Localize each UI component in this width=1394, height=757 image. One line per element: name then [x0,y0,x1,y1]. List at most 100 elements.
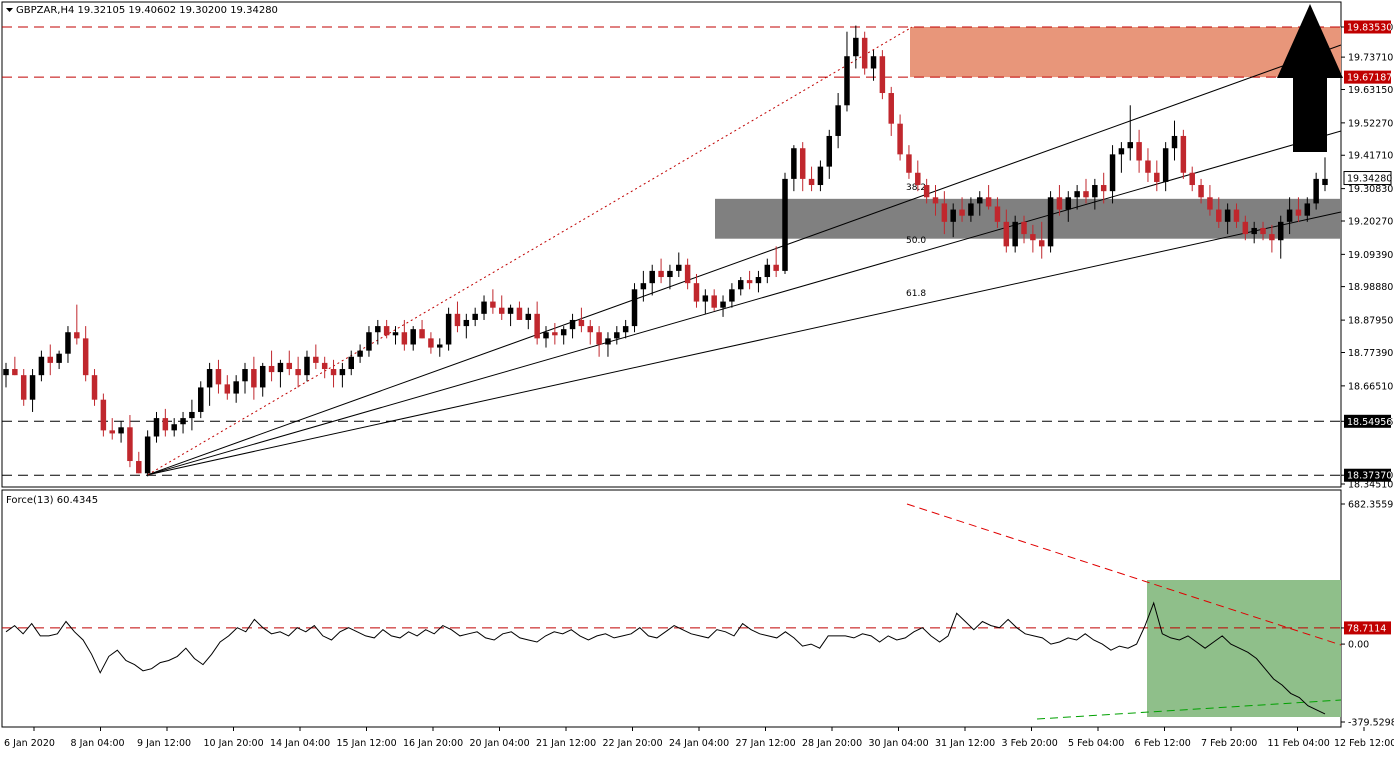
price-axis-label: 19.63150 [1348,85,1393,96]
candle-body [986,197,991,206]
candle-body [393,332,398,335]
candle-body [207,369,212,387]
candle-body [1269,234,1274,240]
candle-body [56,354,61,363]
candle-body [402,332,407,344]
candle-body [313,357,318,363]
candle-body [1251,228,1256,234]
candle-body [623,326,628,332]
candle-body [1074,191,1079,197]
candle-body [1163,148,1168,182]
candle-body [242,369,247,381]
price-axis-label: 18.98880 [1348,282,1393,293]
candle-body [933,197,938,203]
candle-body [225,384,230,393]
candle-body [83,338,88,375]
candle-body [995,206,1000,221]
candle-body [667,271,672,277]
candle-body [676,265,681,271]
candle-body [1030,234,1035,240]
price-axis-label: 19.09390 [1348,250,1393,261]
candle-body [818,167,823,185]
price-chart-title: GBPZAR,H4 19.32105 19.40602 19.30200 19.… [16,5,278,16]
time-axis-label: 30 Jan 04:00 [869,738,929,749]
candle-body [658,271,663,277]
candle-body [738,280,743,289]
time-axis-label: 11 Feb 04:00 [1268,738,1330,749]
candle-body [295,369,300,375]
candle-body [1048,197,1053,246]
candle-body [3,369,8,375]
candle-body [39,357,44,375]
candle-body [101,400,106,431]
candle-body [773,265,778,271]
candle-body [12,369,17,375]
candle-body [1207,197,1212,209]
candle-body [428,338,433,347]
time-axis-label: 8 Jan 04:00 [71,738,125,749]
candle-body [251,369,256,387]
candle-body [703,295,708,301]
candle-body [472,314,477,320]
time-axis-label: 12 Feb 12:00 [1334,738,1394,749]
time-axis-label: 31 Jan 12:00 [935,738,995,749]
candle-body [118,427,123,433]
candle-body [588,326,593,332]
candle-body [163,418,168,430]
price-axis-label: 18.77390 [1348,348,1393,359]
candle-body [1313,179,1318,204]
force-level-tag-label: 78.7114 [1347,623,1386,634]
candle-body [543,332,548,338]
time-axis-label: 24 Jan 04:00 [669,738,729,749]
force-highlight-zone [1147,580,1341,717]
candle-body [437,344,442,347]
candle-body [1260,228,1265,234]
candle-body [605,338,610,344]
time-axis-label: 21 Jan 12:00 [536,738,596,749]
candle-body [1305,203,1310,215]
candle-body [464,320,469,326]
candle-body [481,302,486,314]
candle-body [136,461,141,473]
candle-body [1278,222,1283,240]
candle-body [1189,173,1194,185]
candle-body [446,314,451,345]
candle-body [534,314,539,339]
candle-body [1234,210,1239,222]
time-axis-label: 27 Jan 12:00 [736,738,796,749]
candle-body [287,363,292,369]
candle-body [490,302,495,308]
candle-body [322,363,327,369]
candle-body [455,314,460,326]
candle-body [109,430,114,433]
time-axis-label: 15 Jan 12:00 [337,738,397,749]
force-panel-frame [2,490,1341,727]
candle-body [508,308,513,314]
candle-body [1198,185,1203,197]
candle-body [827,136,832,167]
candle-body [499,308,504,314]
candle-body [331,369,336,375]
time-axis-label: 5 Feb 04:00 [1068,738,1124,749]
force-indicator-panel: Force(13) 60.4345682.355978.71140.00-379… [2,490,1394,729]
candle-body [1083,191,1088,197]
current-price-label: 19.34280 [1347,174,1392,185]
candle-body [596,332,601,344]
time-axis-label: 7 Feb 20:00 [1201,738,1257,749]
candle-body [233,381,238,393]
price-axis-label: 18.66510 [1348,381,1393,392]
candle-body [694,283,699,301]
candle-body [835,105,840,136]
candle-body [21,375,26,400]
candle-body [1136,142,1141,160]
candle-body [526,314,531,320]
candle-body [216,369,221,384]
candle-body [366,332,371,350]
candle-body [154,418,159,436]
candle-body [304,357,309,375]
candle-body [915,173,920,185]
time-axis-label: 6 Feb 12:00 [1135,738,1191,749]
